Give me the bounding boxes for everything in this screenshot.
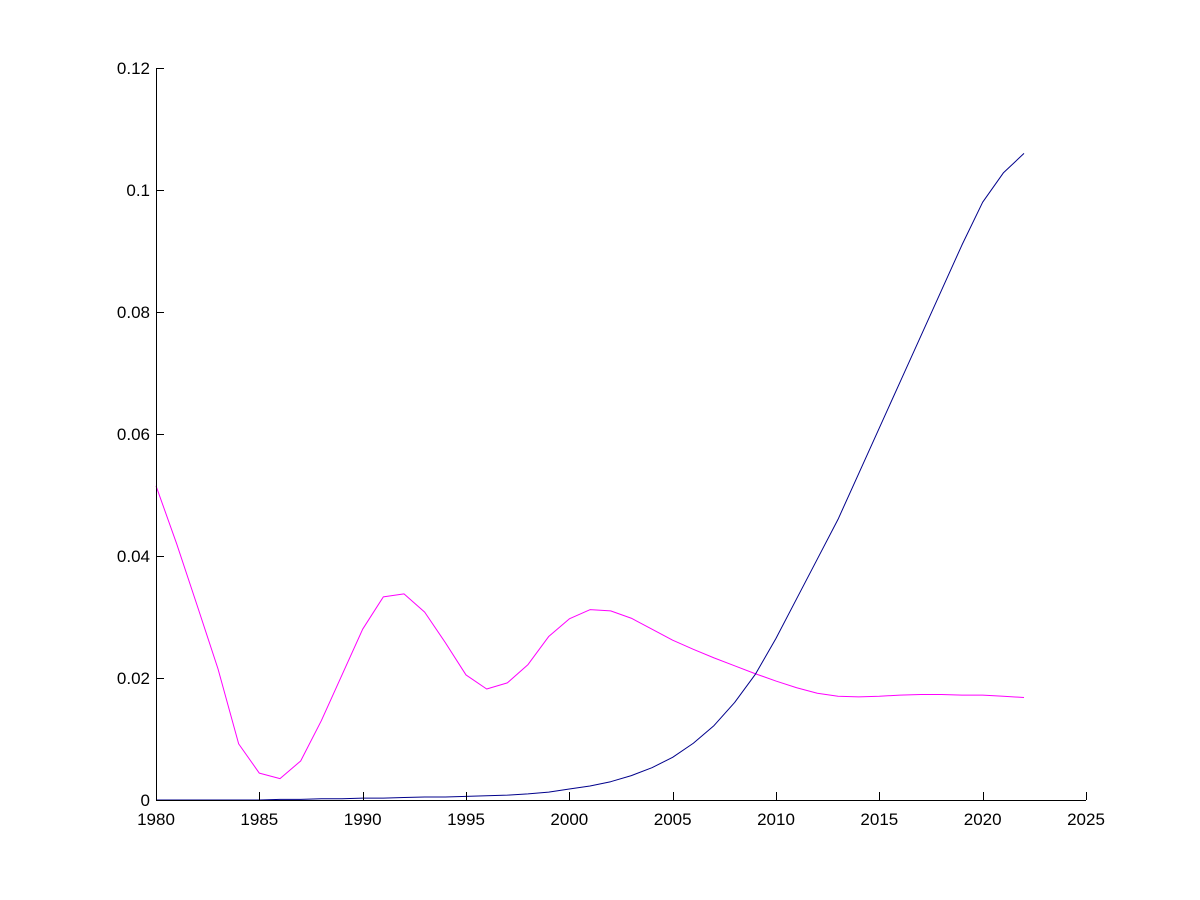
x-tick-label: 1995 [447,810,485,829]
x-tick-label: 2015 [860,810,898,829]
y-tick-label: 0 [141,791,150,810]
x-tick-label: 2020 [964,810,1002,829]
x-tick-label: 1985 [240,810,278,829]
y-tick-label: 0.1 [126,181,150,200]
x-tick-label: 2005 [654,810,692,829]
x-tick-label: 2010 [757,810,795,829]
y-tick-label: 0.02 [117,669,150,688]
y-tick-label: 0.08 [117,303,150,322]
x-tick-label: 2000 [550,810,588,829]
y-tick-label: 0.12 [117,59,150,78]
x-tick-label: 1980 [137,810,175,829]
y-tick-label: 0.04 [117,547,150,566]
y-tick-label: 0.06 [117,425,150,444]
y-ticks: 0 0.02 0.04 0.06 0.08 0.1 0.12 [117,59,164,810]
x-tick-label: 1990 [344,810,382,829]
x-tick-label: 2025 [1067,810,1105,829]
series-layer [155,153,1025,801]
x-ticks: 1980 1985 1990 1995 2000 2005 2010 2015 2020 2025 [137,792,1105,829]
series-line-2 [156,153,1025,801]
series-line-1 [155,485,1025,780]
